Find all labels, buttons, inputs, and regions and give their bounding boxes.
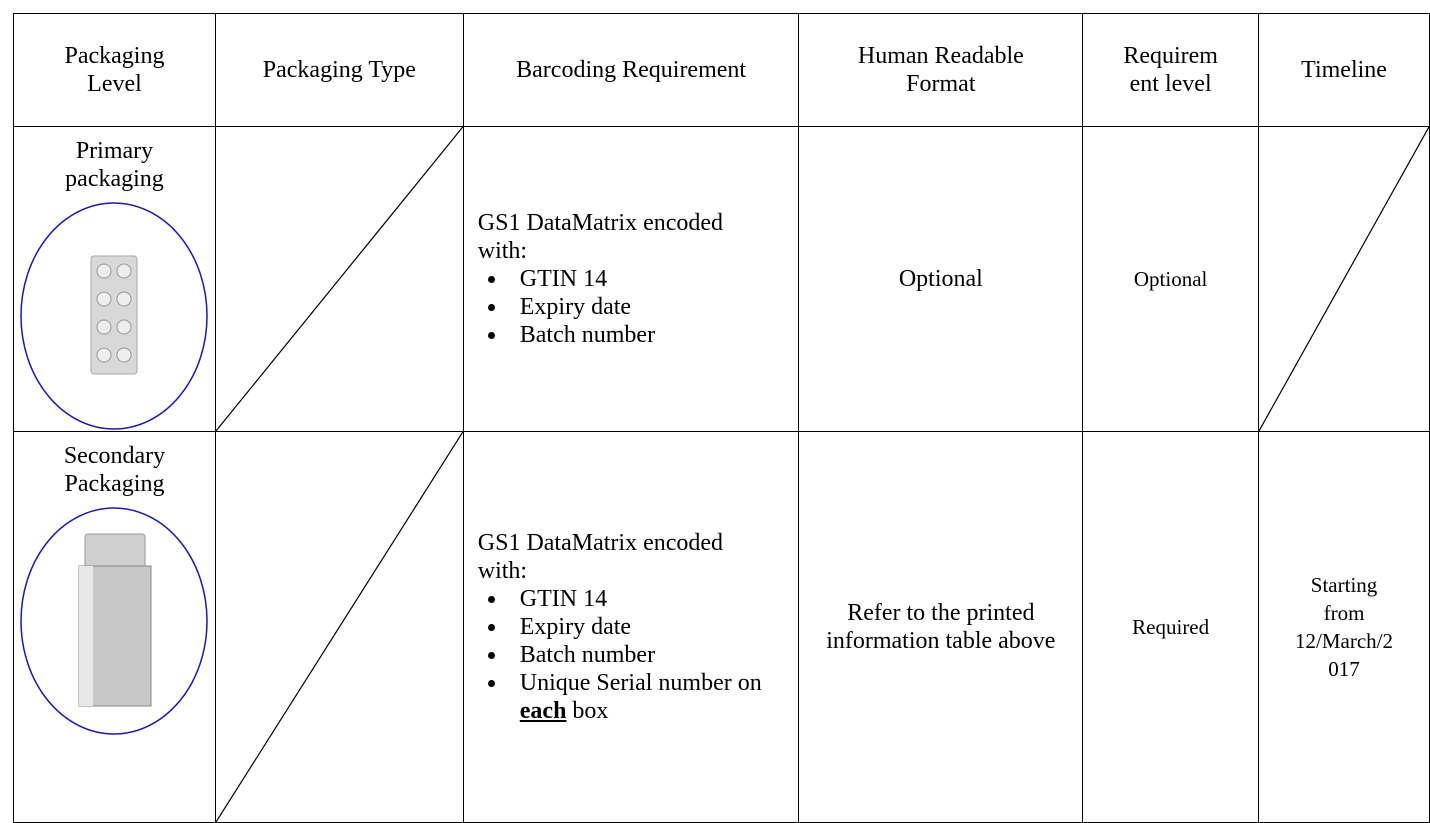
requirements-table: Packaging Level Packaging Type Barcoding R… (13, 13, 1430, 823)
timeline-text: Starting from 12/March/2017 (1295, 573, 1394, 681)
header-text: Barcoding Requirement (516, 57, 747, 83)
type-cell (214, 126, 464, 432)
pill (116, 291, 132, 307)
pill (116, 319, 132, 335)
level-text: Primary packaging (65, 138, 164, 192)
diagonal (216, 127, 463, 431)
type-cell (214, 431, 464, 823)
diagonal-line (216, 432, 463, 822)
diagonal-line (216, 127, 463, 431)
human-readable-text: Refer to the printed information table a… (826, 600, 1056, 654)
header-row: Packaging Level Packaging Type Barcoding R… (13, 13, 1430, 127)
header-text: Human Readable Format (857, 43, 1024, 97)
barcoding-item: Batch number (508, 641, 799, 669)
level-cell: Secondary Packaging (13, 431, 216, 823)
barcoding-item: Unique Serial number on each box (508, 669, 799, 725)
human-readable-cell: Refer to the printed information table a… (798, 431, 1084, 823)
timeline-cell (1258, 126, 1430, 432)
table-row: Primary packaging GS1 DataMatrix encoded … (13, 126, 1430, 432)
image-circle (20, 202, 209, 430)
header-cell: Barcoding Requirement (462, 13, 800, 127)
barcoding-cell: GS1 DataMatrix encoded with:GTIN 14Expir… (462, 126, 800, 432)
human-readable-cell: Optional (798, 126, 1084, 432)
barcoding-item: Expiry date (508, 613, 799, 641)
timeline-cell: Starting from 12/March/2017 (1258, 431, 1430, 823)
blister (90, 255, 138, 375)
box-side (79, 566, 94, 706)
header-cell: Requirement level (1082, 13, 1260, 127)
header-text: Timeline (1301, 57, 1387, 83)
header-text: Packaging Level (64, 43, 165, 97)
pill (96, 263, 112, 279)
level-cell: Primary packaging (13, 126, 216, 432)
human-readable-text: Optional (898, 266, 983, 292)
pill (96, 319, 112, 335)
barcoding-intro: GS1 DataMatrix encoded with: (477, 210, 724, 264)
table-row: Secondary Packaging GS1 DataMatrix encode… (13, 431, 1430, 823)
barcoding-item: Batch number (508, 321, 799, 349)
header-text: Packaging Type (262, 57, 416, 83)
barcoding-list: GTIN 14Expiry dateBatch number (478, 265, 799, 349)
page: Packaging Level Packaging Type Barcoding R… (0, 0, 1430, 773)
pill (116, 263, 132, 279)
pill (116, 347, 132, 363)
header-cell: Timeline (1258, 13, 1430, 127)
requirement-cell: Required (1082, 431, 1260, 823)
barcoding-item: GTIN 14 (508, 585, 799, 613)
header-text: Requirement level (1123, 43, 1218, 97)
item-emphasis: each (519, 698, 567, 724)
packaging-image (20, 202, 209, 430)
item-text: Unique Serial number on (519, 670, 762, 696)
header-cell: Human Readable Format (798, 13, 1084, 127)
diagonal (216, 432, 463, 822)
barcoding-list: GTIN 14Expiry dateBatch numberUnique Ser… (478, 585, 799, 725)
header-cell: Packaging Level (13, 13, 216, 127)
barcoding-item: GTIN 14 (508, 265, 799, 293)
image-circle (20, 507, 209, 735)
table-body: Packaging Level Packaging Type Barcoding R… (13, 13, 1430, 823)
header-cell: Packaging Type (214, 13, 464, 127)
pill (96, 347, 112, 363)
diagonal-line (1259, 127, 1429, 431)
requirement-text: Required (1132, 615, 1210, 639)
level-text: Secondary Packaging (63, 443, 166, 497)
packaging-image (20, 507, 209, 735)
requirement-cell: Optional (1082, 126, 1260, 432)
barcoding-item: Expiry date (508, 293, 799, 321)
diagonal (1259, 127, 1429, 431)
item-text: box (572, 698, 609, 724)
requirement-text: Optional (1133, 267, 1208, 291)
barcoding-intro: GS1 DataMatrix encoded with: (477, 530, 724, 584)
pill (96, 291, 112, 307)
barcoding-cell: GS1 DataMatrix encoded with:GTIN 14Expir… (462, 431, 800, 823)
